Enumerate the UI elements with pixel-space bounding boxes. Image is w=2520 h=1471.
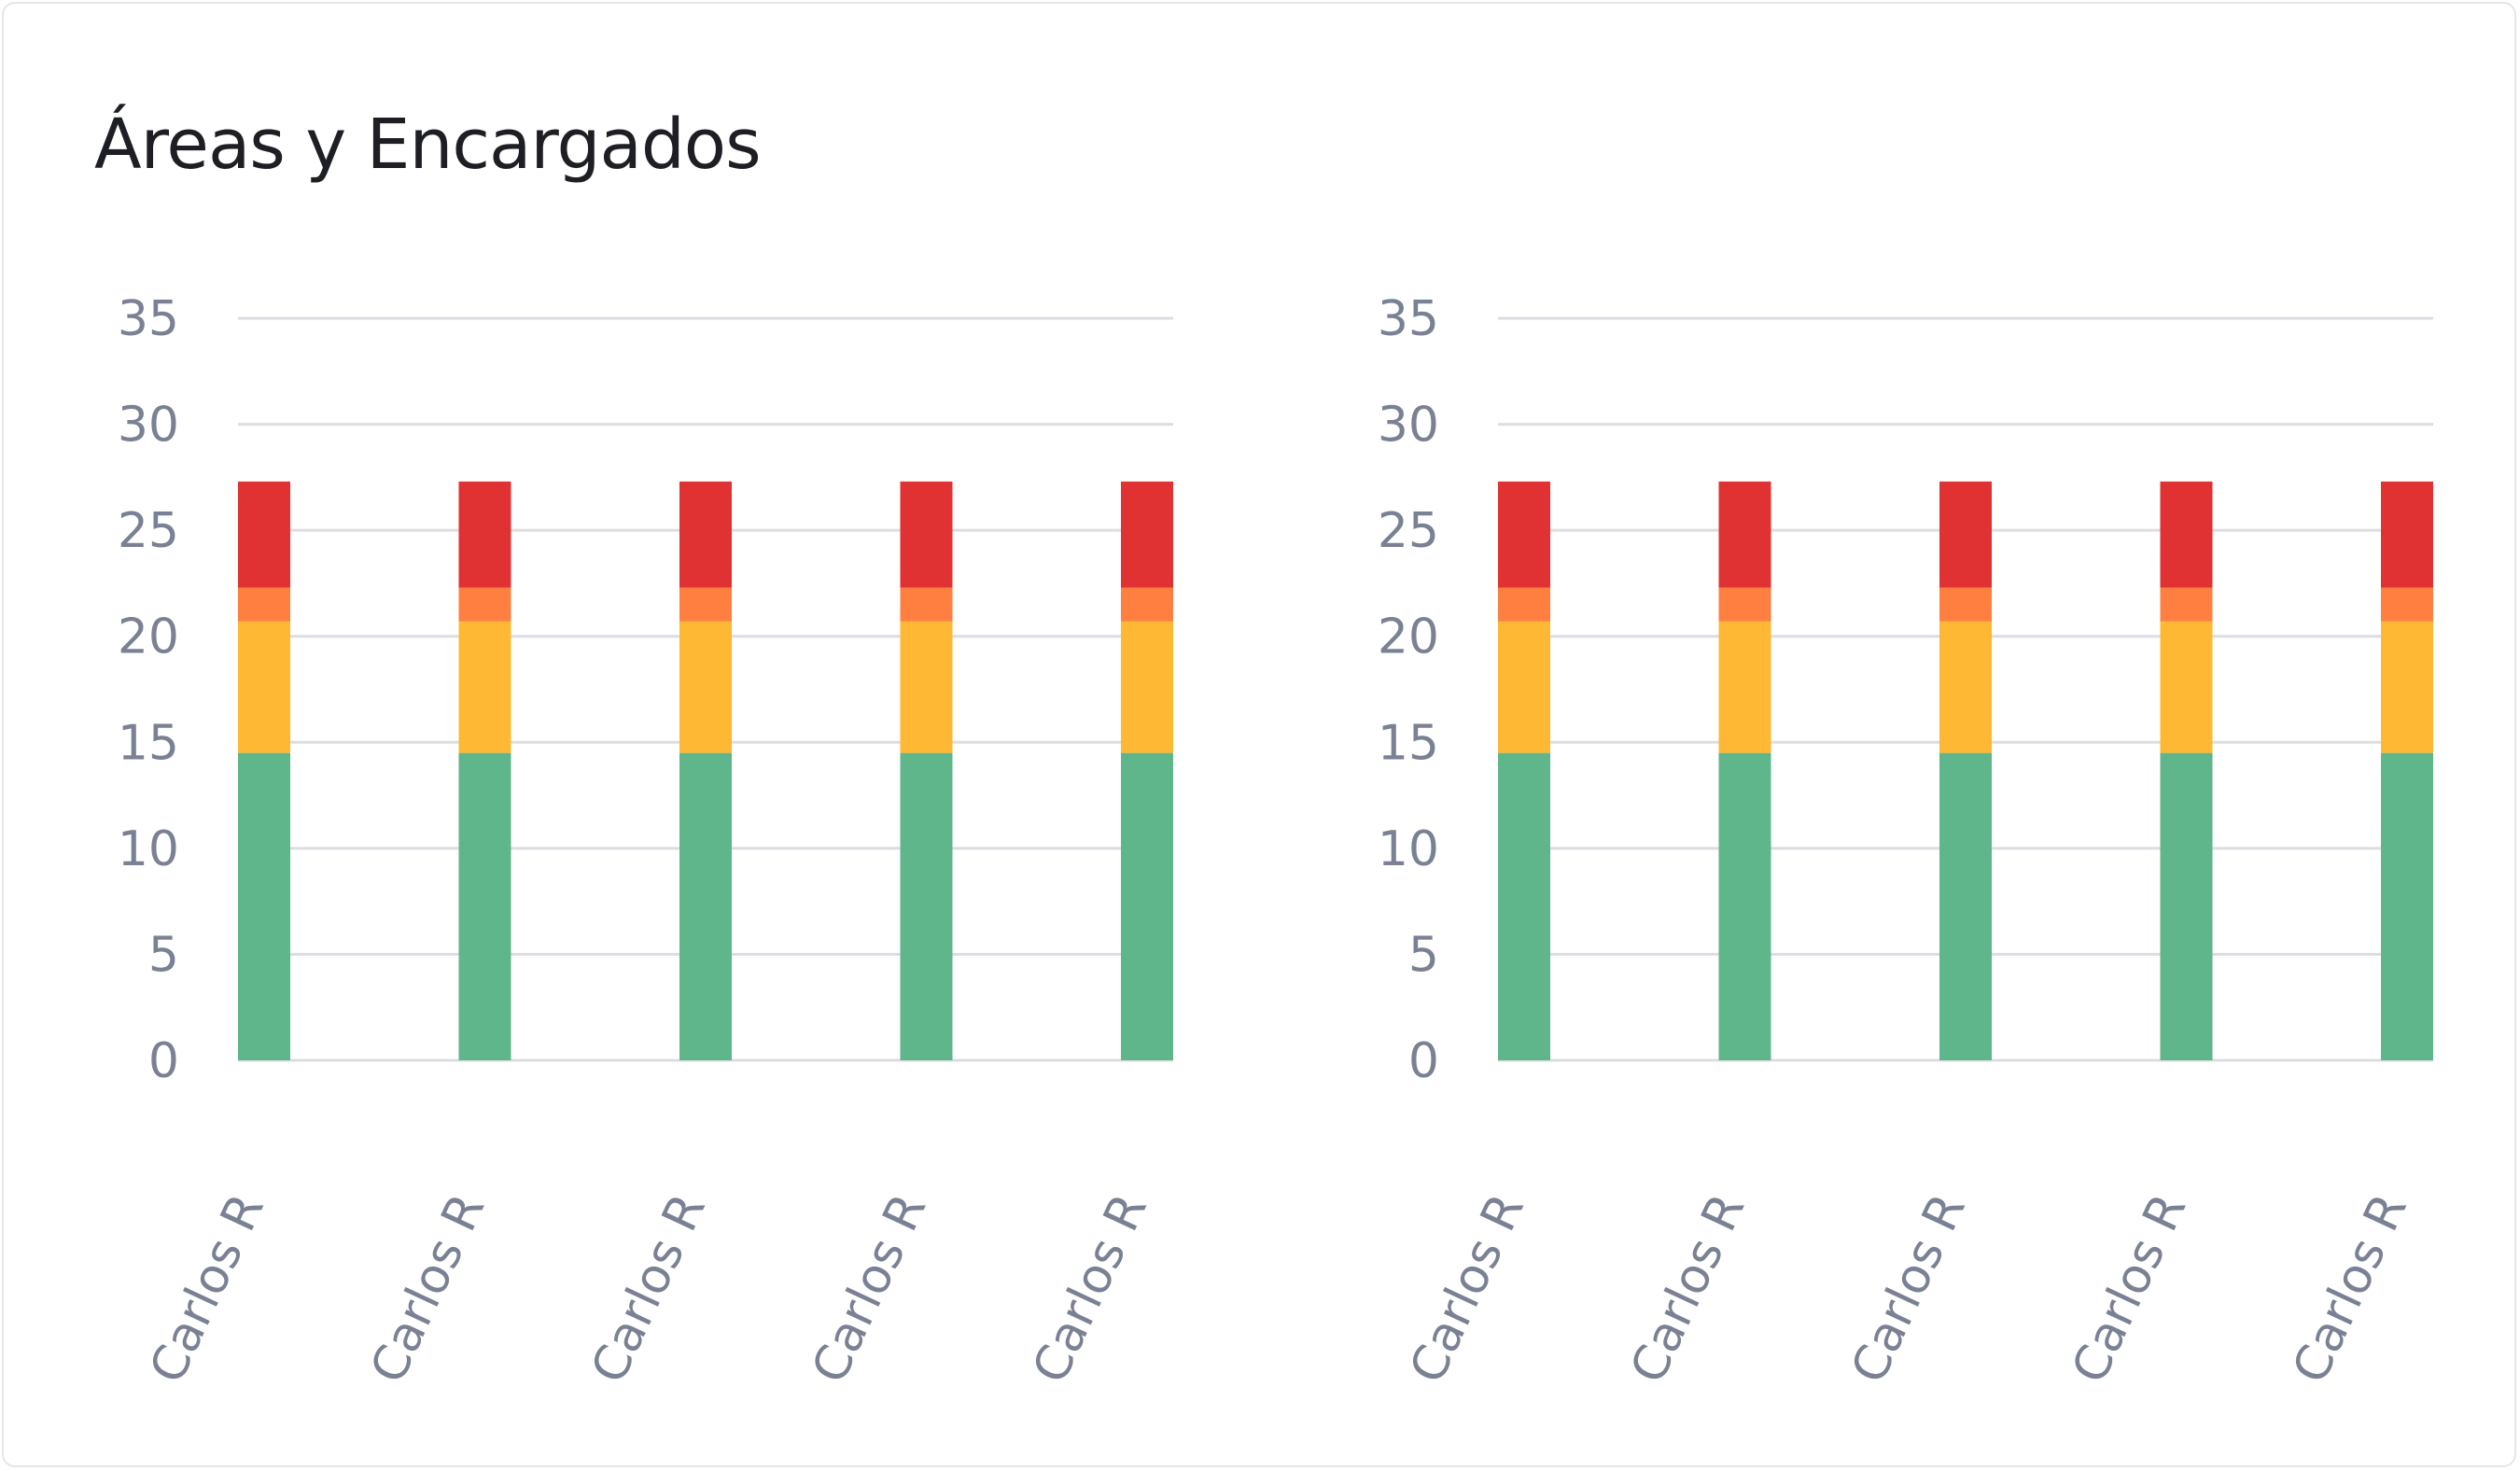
bar-segment-3[interactable] xyxy=(1718,481,1771,588)
bar-segment-3[interactable] xyxy=(2381,481,2433,588)
x-category-label: Carlos R xyxy=(1022,1185,1157,1392)
stacked-bar-chart-right: 0 5 10 15 20 25 30 35 Carlos R Carlos R Carlos R Ca… xyxy=(1378,291,2433,1392)
x-category-label: Carlos R xyxy=(581,1185,716,1392)
y-tick-label: 15 xyxy=(118,715,179,771)
y-tick-label: 10 xyxy=(1378,821,1439,877)
bar-segment-0[interactable] xyxy=(458,752,511,1060)
y-tick-label: 35 xyxy=(1378,291,1439,347)
bar-segment-2[interactable] xyxy=(2160,587,2213,622)
y-tick-label: 25 xyxy=(118,503,179,559)
bar-segment-1[interactable] xyxy=(2381,621,2433,753)
y-tick-label: 20 xyxy=(118,609,179,665)
bar-segment-3[interactable] xyxy=(900,481,953,588)
bar-segment-3[interactable] xyxy=(1498,481,1550,588)
y-tick-label: 20 xyxy=(1378,609,1439,665)
bar-segment-0[interactable] xyxy=(1718,752,1771,1060)
bar-segment-0[interactable] xyxy=(1939,752,1992,1060)
bar-segment-2[interactable] xyxy=(458,587,511,622)
bar-segment-2[interactable] xyxy=(2381,587,2433,622)
bar-segment-1[interactable] xyxy=(900,621,953,753)
bar-segment-0[interactable] xyxy=(1121,752,1173,1060)
bar-segment-2[interactable] xyxy=(900,587,953,622)
x-category-label: Carlos R xyxy=(360,1185,496,1392)
card-title: Áreas y Encargados xyxy=(94,105,762,185)
bar-segment-0[interactable] xyxy=(679,752,732,1060)
y-tick-label: 30 xyxy=(1378,398,1439,454)
bar-segment-1[interactable] xyxy=(2160,621,2213,753)
bar-segment-0[interactable] xyxy=(238,752,290,1060)
y-tick-label: 0 xyxy=(1408,1033,1439,1089)
bar-segment-1[interactable] xyxy=(1939,621,1992,753)
bar-segment-2[interactable] xyxy=(238,587,290,622)
bar-segment-0[interactable] xyxy=(900,752,953,1060)
y-tick-label: 5 xyxy=(148,927,179,983)
bar-segment-2[interactable] xyxy=(1939,587,1992,622)
bar-segment-2[interactable] xyxy=(1121,587,1173,622)
bar-segment-3[interactable] xyxy=(238,481,290,588)
bar-segment-0[interactable] xyxy=(1498,752,1550,1060)
bar-segment-3[interactable] xyxy=(1121,481,1173,588)
x-category-label: Carlos R xyxy=(802,1185,937,1392)
bar-segment-3[interactable] xyxy=(2160,481,2213,588)
y-tick-label: 15 xyxy=(1378,715,1439,771)
bar-segment-1[interactable] xyxy=(1121,621,1173,753)
bar-segment-3[interactable] xyxy=(679,481,732,588)
bar-segment-2[interactable] xyxy=(1718,587,1771,622)
bar-segment-1[interactable] xyxy=(238,621,290,753)
bar-segment-0[interactable] xyxy=(2160,752,2213,1060)
bar-segment-1[interactable] xyxy=(458,621,511,753)
bar-segment-3[interactable] xyxy=(458,481,511,588)
x-category-label: Carlos R xyxy=(1620,1185,1756,1392)
y-tick-label: 0 xyxy=(148,1033,179,1089)
x-category-label: Carlos R xyxy=(2062,1185,2197,1392)
x-category-label: Carlos R xyxy=(1841,1185,1976,1392)
y-tick-label: 35 xyxy=(118,291,179,347)
bar-segment-2[interactable] xyxy=(1498,587,1550,622)
bar-segment-2[interactable] xyxy=(679,587,732,622)
bar-segment-1[interactable] xyxy=(1498,621,1550,753)
bar-segment-1[interactable] xyxy=(679,621,732,753)
y-tick-label: 30 xyxy=(118,398,179,454)
x-category-label: Carlos R xyxy=(1399,1185,1534,1392)
bar-segment-0[interactable] xyxy=(2381,752,2433,1060)
x-category-label: Carlos R xyxy=(2282,1185,2417,1392)
bar-segment-3[interactable] xyxy=(1939,481,1992,588)
bar-segment-1[interactable] xyxy=(1718,621,1771,753)
y-tick-label: 25 xyxy=(1378,503,1439,559)
stacked-bar-chart-left: 0 5 10 15 20 25 30 35 Carlos R Carlos R Carlos R Ca… xyxy=(118,291,1173,1392)
y-tick-label: 5 xyxy=(1408,927,1439,983)
y-tick-label: 10 xyxy=(118,821,179,877)
x-category-label: Carlos R xyxy=(139,1185,274,1392)
